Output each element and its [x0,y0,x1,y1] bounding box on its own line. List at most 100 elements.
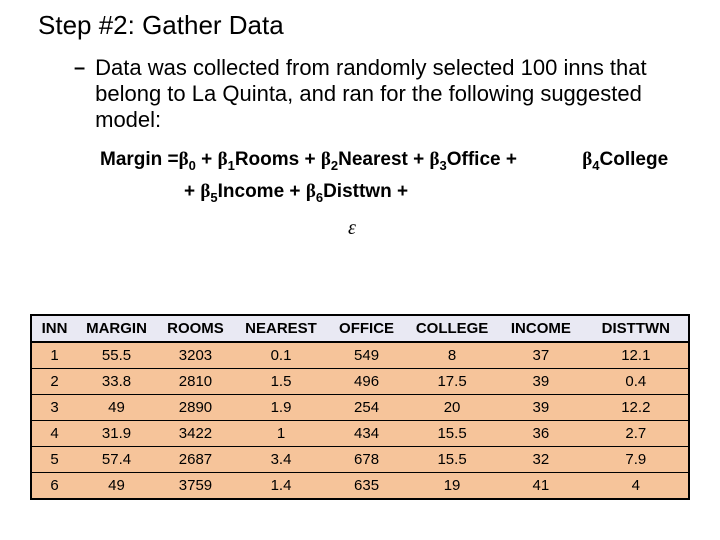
table-body: 155.532030.154983712.1233.828101.549617.… [31,342,689,499]
table-cell: 635 [327,473,406,500]
table-row: 431.93422143415.5362.7 [31,421,689,447]
table-row: 64937591.463519414 [31,473,689,500]
data-table: INN MARGIN ROOMS NEAREST OFFICE COLLEGE … [30,314,690,500]
plus5: + [284,181,306,202]
plus2: + [408,149,430,170]
table-cell: 1 [31,342,77,369]
col-margin: MARGIN [77,315,156,342]
table-cell: 41 [498,473,584,500]
table-cell: 2810 [156,369,235,395]
table-cell: 55.5 [77,342,156,369]
table-cell: 15.5 [406,421,498,447]
table-cell: 4 [31,421,77,447]
table-row: 155.532030.154983712.1 [31,342,689,369]
epsilon: ε [348,217,692,240]
table-row: 233.828101.549617.5390.4 [31,369,689,395]
table-header-row: INN MARGIN ROOMS NEAREST OFFICE COLLEGE … [31,315,689,342]
bullet-text: Data was collected from randomly selecte… [95,55,692,133]
sub5: 5 [210,190,217,205]
table-cell: 434 [327,421,406,447]
table-cell: 1.5 [235,369,327,395]
formula-lead: Margin = [100,149,179,170]
table-cell: 1.4 [235,473,327,500]
table-cell: 15.5 [406,447,498,473]
table-cell: 3203 [156,342,235,369]
beta2: β [321,149,331,170]
beta6: β [306,181,316,202]
table-cell: 19 [406,473,498,500]
beta5: β [200,181,210,202]
beta0: β [179,149,189,170]
col-office: OFFICE [327,315,406,342]
col-college: COLLEGE [406,315,498,342]
sub3: 3 [440,158,447,173]
table-cell: 4 [584,473,689,500]
table-cell: 37 [498,342,584,369]
slide-title: Step #2: Gather Data [38,10,692,41]
table-cell: 57.4 [77,447,156,473]
col-nearest: NEAREST [235,315,327,342]
sub4: 4 [592,158,599,173]
table-cell: 496 [327,369,406,395]
table-cell: 49 [77,395,156,421]
table-cell: 3759 [156,473,235,500]
table-cell: 31.9 [77,421,156,447]
plus3: + [501,149,523,170]
term6: Disttwn [323,181,392,202]
table-cell: 1 [235,421,327,447]
plus6: + [392,181,408,202]
table-cell: 12.1 [584,342,689,369]
formula-lead2: + [184,181,200,202]
plus0: + [196,149,218,170]
table-cell: 17.5 [406,369,498,395]
beta4: β [582,149,592,170]
table-cell: 549 [327,342,406,369]
table-cell: 3.4 [235,447,327,473]
beta3: β [430,149,440,170]
table-cell: 32 [498,447,584,473]
beta1: β [218,149,228,170]
table-cell: 49 [77,473,156,500]
table-cell: 3422 [156,421,235,447]
table-cell: 33.8 [77,369,156,395]
table-cell: 2687 [156,447,235,473]
table-row: 557.426873.467815.5327.9 [31,447,689,473]
col-disttwn: DISTTWN [584,315,689,342]
table-cell: 678 [327,447,406,473]
bullet-dash: – [74,55,85,133]
table-cell: 39 [498,369,584,395]
term4: College [600,149,669,170]
table-cell: 8 [406,342,498,369]
plus1: + [299,149,321,170]
table-cell: 5 [31,447,77,473]
table-cell: 20 [406,395,498,421]
table-cell: 254 [327,395,406,421]
bullet-row: – Data was collected from randomly selec… [74,55,692,133]
term3: Office [447,149,501,170]
col-rooms: ROOMS [156,315,235,342]
table-cell: 2.7 [584,421,689,447]
table-cell: 1.9 [235,395,327,421]
term2: Nearest [338,149,408,170]
term5: Income [218,181,285,202]
sub6: 6 [316,190,323,205]
table-row: 34928901.9254203912.2 [31,395,689,421]
term1: Rooms [235,149,299,170]
table-cell: 0.4 [584,369,689,395]
col-inn: INN [31,315,77,342]
sub0: 0 [189,158,196,173]
table-cell: 2890 [156,395,235,421]
table-cell: 2 [31,369,77,395]
col-income: INCOME [498,315,584,342]
table-cell: 6 [31,473,77,500]
table-cell: 36 [498,421,584,447]
table-cell: 0.1 [235,342,327,369]
table-cell: 7.9 [584,447,689,473]
data-table-wrap: INN MARGIN ROOMS NEAREST OFFICE COLLEGE … [30,314,690,500]
table-cell: 39 [498,395,584,421]
table-cell: 12.2 [584,395,689,421]
table-cell: 3 [31,395,77,421]
formula-line1: Margin =β0 + β1Rooms + β2Nearest + β3Off… [100,147,692,179]
formula-line2: + β5Income + β6Disttwn + [184,179,692,211]
sub1: 1 [228,158,235,173]
